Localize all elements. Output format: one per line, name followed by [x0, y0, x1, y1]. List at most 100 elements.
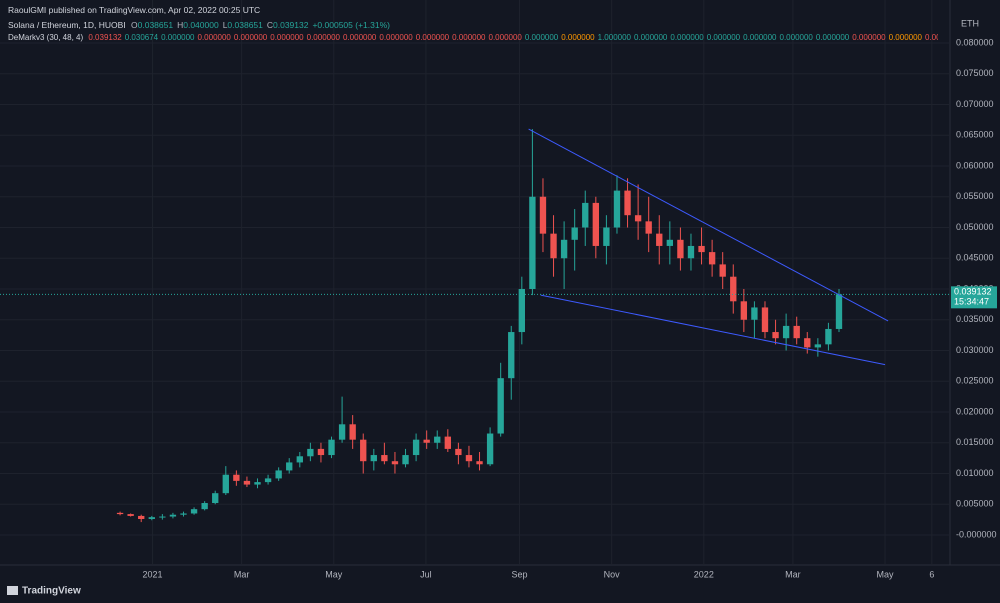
candle-body — [190, 509, 198, 514]
ohlc-item: L0.038651 — [223, 20, 263, 30]
candle-body — [455, 448, 462, 456]
candle-body — [666, 239, 674, 246]
publisher: RaoulGMI published on TradingView.com, A… — [8, 5, 261, 15]
candle-body — [434, 436, 441, 443]
ohlc-value: 0.039132 — [273, 20, 309, 30]
candle-body — [814, 344, 822, 348]
y-tick-label: 0.080000 — [956, 37, 994, 47]
y-tick-label: 0.025000 — [956, 376, 994, 386]
candle-body — [719, 264, 726, 277]
x-tick-label: Sep — [512, 569, 528, 579]
candle-body — [677, 239, 684, 259]
x-tick-label: May — [325, 569, 343, 579]
y-tick-label: 0.030000 — [956, 345, 994, 355]
x-tick-label: Jul — [420, 569, 432, 579]
candle-body — [307, 448, 314, 457]
candle-body — [349, 424, 356, 440]
candle-body — [560, 239, 568, 259]
x-tick-label: Nov — [604, 569, 621, 579]
y-tick-label: 0.060000 — [956, 160, 994, 170]
candle-body — [656, 233, 663, 246]
indicator-value: 0.000000 — [561, 33, 595, 42]
candle-body — [317, 448, 325, 456]
indicator-value: 0.000000 — [161, 33, 195, 42]
candle-body — [254, 482, 261, 485]
candle-body — [222, 474, 229, 494]
candle-body — [761, 307, 769, 333]
indicator-value: 0.000000 — [670, 33, 704, 42]
candle-body — [328, 439, 335, 456]
y-tick-label: 0.010000 — [956, 468, 994, 478]
ohlc-value: 0.040000 — [183, 20, 219, 30]
trendline — [528, 128, 889, 322]
candle-body — [402, 455, 409, 465]
indicator-value: 0.000000 — [270, 33, 304, 42]
candle-body — [116, 512, 124, 515]
y-tick-label: 0.020000 — [956, 406, 994, 416]
indicator-value: 0.000000 — [488, 33, 522, 42]
ohlc-label: C — [266, 20, 274, 30]
y-tick-label: 0.055000 — [956, 191, 994, 201]
candle-body — [708, 252, 716, 265]
symbol-legend: Solana / Ethereum, 1D, HUOBI O0.038651 H0… — [8, 20, 393, 30]
indicator-value: 0.030674 — [124, 33, 159, 42]
candle-body — [782, 325, 790, 339]
candle-body — [169, 514, 177, 517]
x-tick-label: Mar — [234, 569, 250, 579]
candle-body — [571, 227, 578, 240]
price-label: 0.039132 — [954, 287, 992, 297]
candle-body — [603, 227, 610, 246]
ohlc-label: O — [131, 20, 138, 30]
indicator-legend: DeMarkv3 (30, 48, 4) 0.039132 0.030674 0.0… — [8, 33, 938, 42]
candle-body — [476, 461, 483, 465]
trendline — [540, 294, 886, 366]
candle-body — [412, 439, 420, 456]
candle-body — [550, 233, 557, 259]
candle-body — [444, 436, 451, 449]
candle-body — [539, 196, 547, 234]
ohlc-value: 0.038651 — [227, 20, 263, 30]
candle-body — [645, 221, 652, 234]
indicator-value: 0.000000 — [197, 33, 231, 42]
indicator-value: 0.000000 — [706, 33, 741, 42]
brand: TradingView — [22, 586, 81, 597]
y-tick-label: 0.065000 — [956, 130, 994, 140]
candle-body — [148, 517, 155, 520]
indicator-value: 0.000000 — [743, 33, 777, 42]
candle-body — [138, 515, 145, 520]
candle-body — [772, 332, 779, 339]
price-label-box — [951, 286, 997, 309]
candle-body — [286, 462, 293, 471]
candle-body — [296, 456, 303, 463]
y-tick-label: 0.035000 — [956, 314, 994, 324]
candle-body — [233, 474, 240, 481]
candle-body — [465, 455, 473, 462]
ohlc-label: L — [222, 20, 228, 30]
y-tick-label: -0.000000 — [956, 529, 997, 539]
indicator-value: 1.000000 — [597, 33, 631, 42]
x-tick-label: May — [877, 569, 895, 579]
x-tick-label: 2022 — [694, 569, 714, 579]
x-tick-label: 6 — [929, 569, 934, 579]
ohlc-item: C0.039132 — [267, 20, 309, 30]
indicator-value: 0.000000 — [524, 33, 559, 42]
y-tick-label: 0.015000 — [956, 437, 994, 447]
candle-body — [338, 424, 346, 440]
ohlc-label: H — [177, 20, 184, 30]
candle-body — [212, 493, 219, 504]
candle-body — [486, 433, 494, 465]
indicator-value: 0.039132 — [88, 33, 122, 42]
indicator-name: DeMarkv3 (30, 48, 4) — [8, 33, 84, 42]
candle-body — [518, 289, 525, 333]
ohlc-value: 0.038651 — [137, 20, 174, 30]
candle-body — [180, 513, 187, 515]
candle-body — [698, 245, 705, 253]
indicator-value: 0.000000 — [852, 33, 886, 42]
indicator-value: 0.000000 — [306, 33, 340, 42]
candle-body — [360, 439, 367, 462]
candle-body — [634, 215, 642, 222]
y-tick-label: 0.045000 — [956, 253, 994, 263]
